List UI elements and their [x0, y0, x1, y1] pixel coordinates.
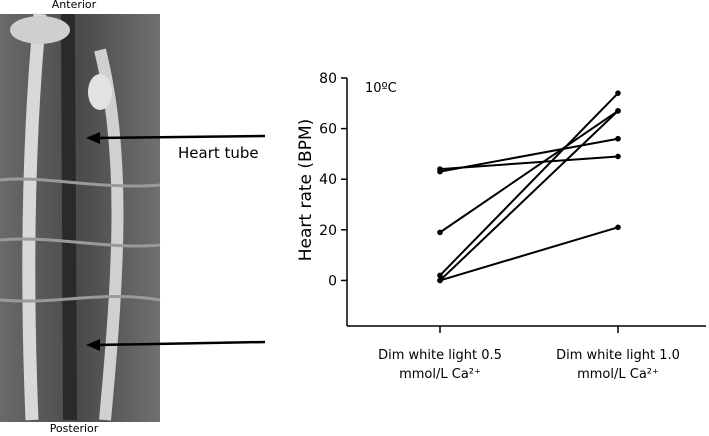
arrow-head — [86, 132, 100, 144]
point — [437, 229, 443, 236]
heart-tube — [61, 13, 77, 421]
arrow — [95, 340, 266, 347]
arrows — [86, 132, 266, 351]
point — [437, 277, 443, 284]
series-line — [439, 137, 619, 173]
y-tick-label: 20 — [319, 223, 337, 239]
series-line — [439, 92, 619, 277]
series-line — [439, 110, 619, 234]
y-tick-label: 80 — [319, 71, 337, 87]
point — [615, 224, 621, 231]
point — [615, 135, 621, 142]
organ — [10, 16, 70, 44]
heart-tube-label: Heart tube — [178, 144, 259, 162]
x-tick-label: Dim white light 0.5 mmol/L Ca²⁺ — [378, 348, 502, 382]
y-tick-label: 0 — [328, 273, 337, 289]
photo — [0, 13, 161, 422]
point — [437, 168, 443, 175]
arrow — [95, 134, 266, 140]
point — [615, 90, 621, 96]
y-tick-label: 40 — [319, 172, 337, 188]
posterior-label: Posterior — [50, 422, 99, 435]
arrow-head — [86, 339, 100, 351]
vessel — [0, 177, 161, 303]
point — [437, 272, 443, 279]
series-line — [439, 110, 619, 282]
vessel — [22, 13, 47, 421]
point — [615, 108, 621, 114]
y-axis-label: Heart rate (BPM) — [296, 119, 316, 262]
anterior-label: Anterior — [52, 0, 97, 11]
point — [615, 153, 621, 160]
organ — [88, 74, 112, 110]
x-tick-label: Dim white light 1.0 mmol/L Ca²⁺ — [556, 348, 680, 382]
annotation: 10ºC — [365, 81, 397, 96]
y-tick-label: 60 — [319, 122, 337, 138]
series-line — [439, 226, 619, 282]
